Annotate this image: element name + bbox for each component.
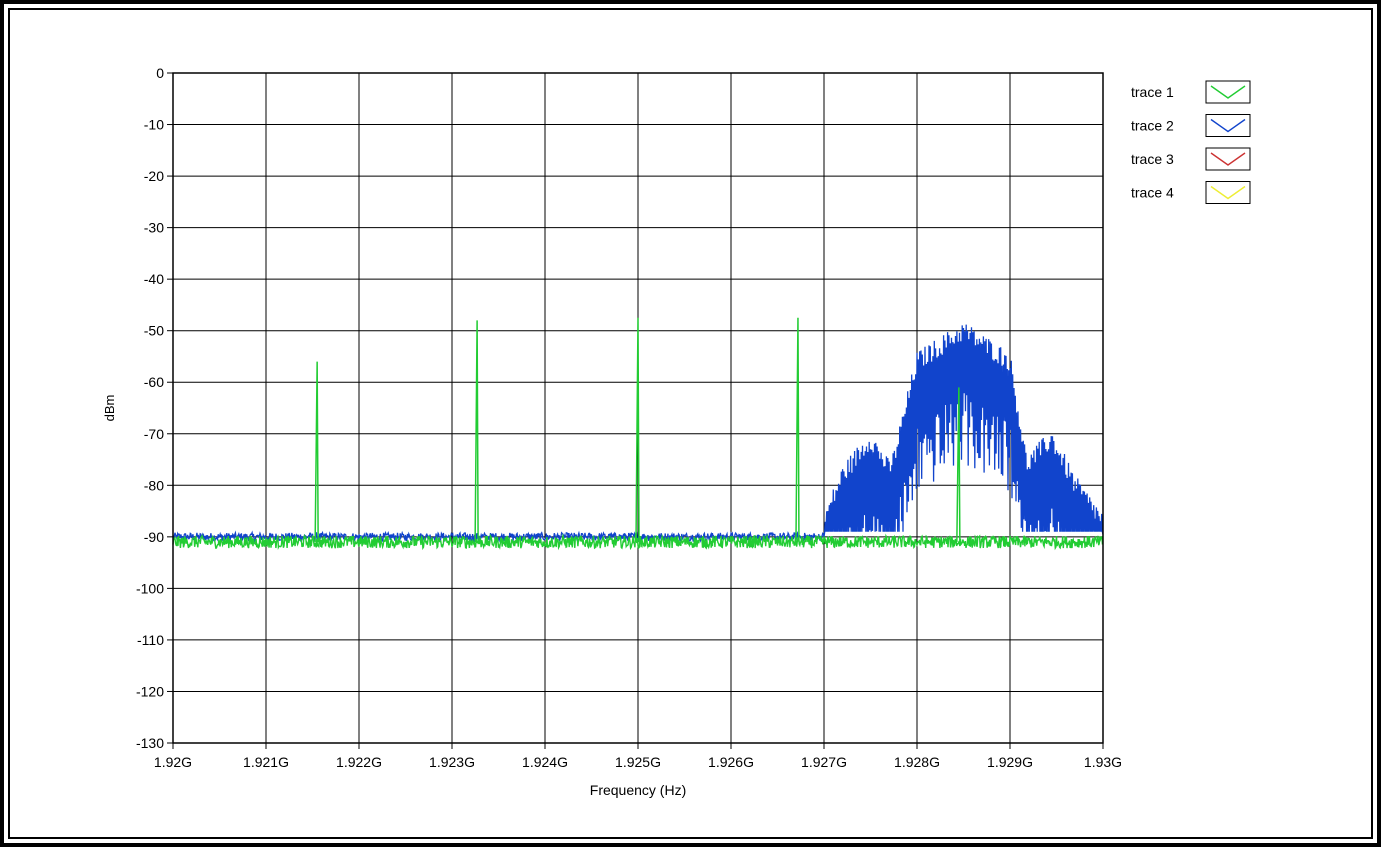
- x-tick-label: 1.92G: [154, 754, 192, 770]
- trace-1-peak: [474, 320, 479, 543]
- legend-swatch-line: [1210, 152, 1246, 166]
- plot-traces: [172, 317, 1104, 551]
- legend-swatch: [1205, 80, 1251, 104]
- legend-swatch: [1205, 181, 1251, 204]
- x-tick-label: 1.922G: [336, 754, 382, 770]
- legend-swatch: [1205, 114, 1251, 137]
- y-tick-label: 0: [156, 65, 164, 81]
- y-tick-label: -20: [144, 168, 164, 184]
- y-tick-label: -70: [144, 426, 164, 442]
- x-tick-label: 1.927G: [801, 754, 847, 770]
- legend-label: trace 1: [1131, 84, 1174, 100]
- y-tick-label: -100: [136, 580, 164, 596]
- trace-1-peak: [956, 387, 961, 543]
- legend: trace 1 trace 2 trace 3 trace 4: [1131, 80, 1251, 204]
- x-tick-label: 1.921G: [243, 754, 289, 770]
- x-tick-label: 1.924G: [522, 754, 568, 770]
- trace-1-line: [172, 533, 1104, 551]
- y-tick-label: -130: [136, 735, 164, 751]
- y-tick-label: -10: [144, 117, 164, 133]
- legend-label: trace 3: [1131, 151, 1174, 167]
- y-tick-label: -120: [136, 683, 164, 699]
- y-tick-label: -40: [144, 271, 164, 287]
- y-axis-ticks: 0 -10 -20 -30 -40 -50 -60 -70 -80 -90 -100 -110 -120…: [136, 65, 173, 751]
- x-axis-ticks: 1.92G 1.921G 1.922G 1.923G 1.924G 1.925G 1.926…: [154, 743, 1122, 770]
- y-axis-label: dBm: [102, 395, 117, 422]
- x-tick-label: 1.929G: [987, 754, 1033, 770]
- legend-label: trace 4: [1131, 185, 1174, 201]
- y-tick-label: -80: [144, 477, 164, 493]
- x-tick-label: 1.928G: [894, 754, 940, 770]
- y-tick-label: -30: [144, 220, 164, 236]
- x-axis-label: Frequency (Hz): [590, 782, 686, 798]
- y-tick-label: -90: [144, 529, 164, 545]
- legend-swatch-line: [1210, 118, 1246, 133]
- x-tick-label: 1.923G: [429, 754, 475, 770]
- y-tick-label: -50: [144, 323, 164, 339]
- legend-swatch-line: [1210, 85, 1246, 99]
- x-tick-label: 1.926G: [708, 754, 754, 770]
- trace-1-peak: [635, 317, 640, 543]
- trace-1-peak: [795, 317, 800, 543]
- x-tick-label: 1.93G: [1084, 754, 1122, 770]
- legend-swatch: [1205, 147, 1251, 171]
- y-tick-label: -110: [137, 632, 164, 648]
- legend-swatch-line: [1210, 185, 1246, 200]
- chart-panel: [10, 10, 1371, 837]
- legend-label: trace 2: [1131, 118, 1174, 134]
- x-tick-label: 1.925G: [615, 754, 661, 770]
- y-tick-label: -60: [144, 374, 164, 390]
- trace-1-peak: [314, 361, 319, 543]
